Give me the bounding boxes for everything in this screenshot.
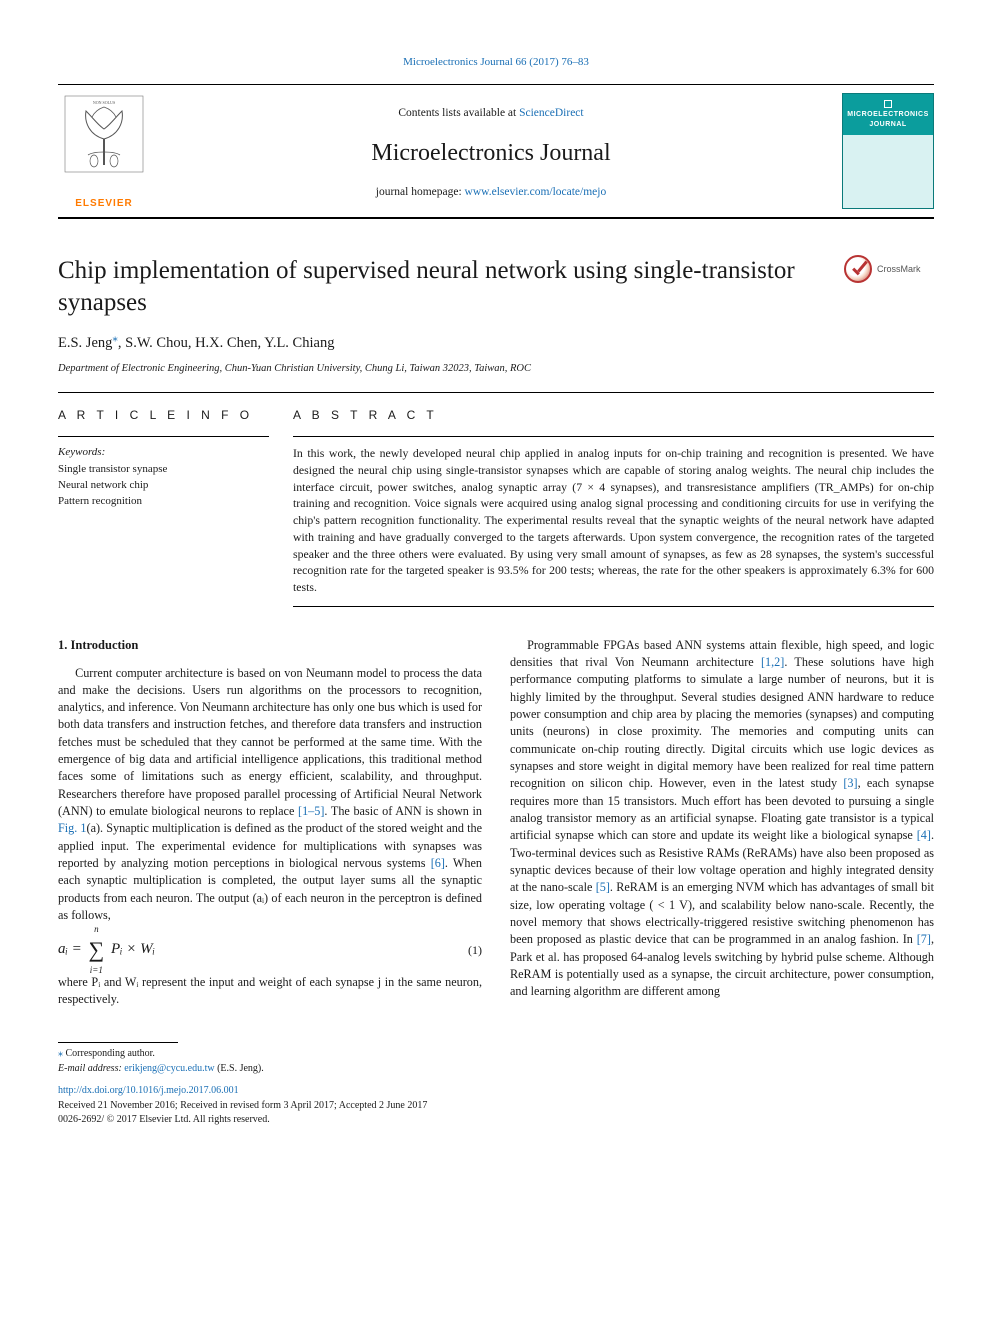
article-info-column: A R T I C L E I N F O Keywords: Single t… (58, 393, 293, 607)
author-primary: E.S. Jeng (58, 335, 112, 351)
crossmark-label: CrossMark (877, 263, 921, 276)
citation-link[interactable]: [4] (917, 828, 931, 842)
body-text: . These solutions have high performance … (510, 655, 934, 790)
authors-rest: , S.W. Chou, H.X. Chen, Y.L. Chiang (118, 335, 335, 351)
keyword: Single transistor synapse (58, 462, 269, 478)
publisher-logo-block: NON SOLUS ELSEVIER (58, 85, 158, 217)
authors-line: E.S. Jeng⁎, S.W. Chou, H.X. Chen, Y.L. C… (58, 331, 934, 353)
contents-line: Contents lists available at ScienceDirec… (166, 105, 816, 121)
issn-line: 0026-2692/ © 2017 Elsevier Ltd. All righ… (58, 1113, 934, 1128)
abstract-heading: A B S T R A C T (293, 407, 934, 424)
journal-citation: Microelectronics Journal 66 (2017) 76–83 (58, 55, 934, 70)
article-title: Chip implementation of supervised neural… (58, 255, 844, 319)
equation-number: (1) (468, 942, 482, 959)
journal-citation-link[interactable]: Microelectronics Journal 66 (2017) 76–83 (403, 56, 589, 68)
svg-text:NON SOLUS: NON SOLUS (93, 100, 115, 105)
citation-link[interactable]: [7] (917, 932, 931, 946)
body-paragraph: Programmable FPGAs based ANN systems att… (510, 637, 934, 1001)
sciencedirect-link[interactable]: ScienceDirect (519, 107, 584, 119)
crossmark-badge-block[interactable]: CrossMark (844, 255, 934, 283)
citation-link[interactable]: [1,2] (761, 655, 784, 669)
body-text: (a). Synaptic multiplication is defined … (58, 821, 482, 870)
crossmark-icon (844, 255, 872, 283)
sum-upper: n (94, 923, 99, 936)
header-center: Contents lists available at ScienceDirec… (158, 85, 824, 217)
sum-lower: i=1 (90, 964, 103, 977)
homepage-prefix: journal homepage: (376, 186, 465, 198)
eqn-lhs: aᵢ = (58, 941, 86, 957)
doi-link[interactable]: http://dx.doi.org/10.1016/j.mejo.2017.06… (58, 1084, 934, 1099)
citation-link[interactable]: [6] (431, 856, 445, 870)
eqn-body: Pᵢ × Wᵢ (107, 941, 155, 957)
journal-cover-block: MICROELECTRONICS JOURNAL (824, 85, 934, 217)
elsevier-tree-icon: NON SOLUS (64, 95, 144, 173)
article-body: 1. Introduction Current computer archite… (58, 637, 934, 1009)
contents-prefix: Contents lists available at (398, 107, 519, 119)
received-line: Received 21 November 2016; Received in r… (58, 1099, 934, 1114)
journal-cover-thumbnail: MICROELECTRONICS JOURNAL (842, 93, 934, 209)
email-link[interactable]: erikjeng@cycu.edu.tw (124, 1063, 214, 1074)
summation-icon: ∑ni=1 (89, 934, 105, 965)
figure-link[interactable]: Fig. 1 (58, 821, 87, 835)
keyword: Neural network chip (58, 478, 269, 494)
affiliation: Department of Electronic Engineering, Ch… (58, 362, 934, 377)
citation-link[interactable]: [1–5] (298, 804, 324, 818)
publisher-name: ELSEVIER (75, 197, 132, 211)
section-heading: 1. Introduction (58, 637, 482, 655)
equation-row: aᵢ = ∑ni=1 Pᵢ × Wᵢ (1) (58, 934, 482, 965)
body-paragraph: Current computer architecture is based o… (58, 665, 482, 925)
equation: aᵢ = ∑ni=1 Pᵢ × Wᵢ (58, 934, 155, 965)
email-line: E-mail address: erikjeng@cycu.edu.tw (E.… (58, 1062, 934, 1077)
abstract-column: A B S T R A C T In this work, the newly … (293, 393, 934, 607)
journal-header: NON SOLUS ELSEVIER Contents lists availa… (58, 84, 934, 219)
email-suffix: (E.S. Jeng). (215, 1063, 264, 1074)
cover-title: MICROELECTRONICS JOURNAL (843, 110, 933, 130)
homepage-line: journal homepage: www.elsevier.com/locat… (166, 184, 816, 200)
footnote-rule (58, 1042, 178, 1043)
keyword: Pattern recognition (58, 494, 269, 510)
journal-name: Microelectronics Journal (166, 137, 816, 171)
article-info-heading: A R T I C L E I N F O (58, 407, 269, 424)
body-text: Current computer architecture is based o… (58, 666, 482, 819)
email-label: E-mail address: (58, 1063, 124, 1074)
corresponding-note: ⁎ Corresponding author. (58, 1047, 934, 1062)
homepage-link[interactable]: www.elsevier.com/locate/mejo (465, 186, 607, 198)
citation-link[interactable]: [5] (596, 880, 610, 894)
abstract-text: In this work, the newly developed neural… (293, 445, 934, 596)
body-paragraph: where Pᵢ and Wᵢ represent the input and … (58, 974, 482, 1009)
page-footer: ⁎ Corresponding author. E-mail address: … (58, 1042, 934, 1128)
corr-note-text: Corresponding author. (63, 1048, 155, 1059)
body-text: . The basic of ANN is shown in (324, 804, 482, 818)
citation-link[interactable]: [3] (843, 776, 857, 790)
keywords-label: Keywords: (58, 445, 269, 460)
